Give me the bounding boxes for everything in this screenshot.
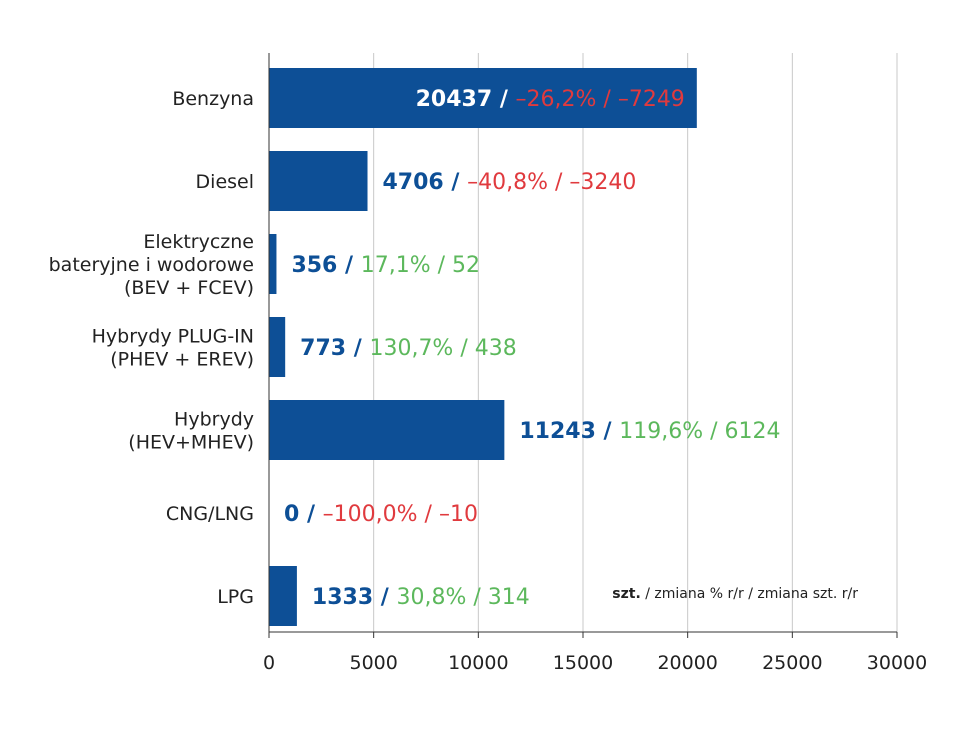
value-label: 1333 / 30,8% / 314 <box>312 585 530 610</box>
bars <box>269 68 697 626</box>
value-label: 773 / 130,7% / 438 <box>300 336 517 361</box>
value-units: 773 / <box>300 336 369 361</box>
category-label-line: Benzyna <box>172 88 254 110</box>
value-change: –100,0% / –10 <box>323 502 478 527</box>
category-labels: Benzyna Diesel Elektryczne bateryjne i wodo… <box>49 88 254 608</box>
x-tick-label: 5000 <box>349 652 397 674</box>
value-change: –40,8% / –3240 <box>467 170 636 195</box>
x-tick-label: 0 <box>263 652 275 674</box>
value-units: 1333 / <box>312 585 397 610</box>
value-label: 0 / –100,0% / –10 <box>284 502 478 527</box>
x-tick-label: 30000 <box>867 652 927 674</box>
category-label: Hybrydy (HEV+MHEV) <box>128 409 254 454</box>
category-label: Diesel <box>196 171 254 193</box>
bar <box>269 68 697 128</box>
category-label: Benzyna <box>172 88 254 110</box>
value-units: 20437 / <box>416 87 516 112</box>
value-units: 356 / <box>291 253 360 278</box>
category-label-line: Diesel <box>196 171 254 193</box>
value-change: 130,7% / 438 <box>369 336 516 361</box>
bar <box>269 317 286 377</box>
legend-rest: / zmiana % r/r / zmiana szt. r/r <box>641 586 858 602</box>
category-label-line: CNG/LNG <box>166 503 254 525</box>
x-tick-label: 10000 <box>448 652 508 674</box>
category-label: Hybrydy PLUG-IN (PHEV + EREV) <box>92 326 254 371</box>
value-change: –26,2% / –7249 <box>516 87 685 112</box>
bar <box>269 151 368 211</box>
value-change: 30,8% / 314 <box>396 585 529 610</box>
bar <box>269 400 505 460</box>
value-label: 20437 / –26,2% / –7249 <box>416 87 685 112</box>
category-label-line: (BEV + FCEV) <box>124 277 254 299</box>
x-tick-label: 20000 <box>657 652 717 674</box>
category-label-line: bateryjne i wodorowe <box>49 254 254 276</box>
legend-units: szt. <box>612 586 641 602</box>
category-label-line: LPG <box>217 586 254 608</box>
value-label: 356 / 17,1% / 52 <box>291 253 480 278</box>
x-tick-label: 25000 <box>762 652 822 674</box>
grid-lines <box>373 53 898 632</box>
category-label-line: Hybrydy <box>174 409 254 431</box>
category-label-line: Elektryczne <box>143 231 254 253</box>
category-label: LPG <box>217 586 254 608</box>
value-units: 0 / <box>284 502 323 527</box>
value-label: 4706 / –40,8% / –3240 <box>383 170 637 195</box>
value-units: 4706 / <box>383 170 468 195</box>
axes: 0 5000 10000 15000 20000 25000 30000 <box>263 53 927 674</box>
value-label: 11243 / 119,6% / 6124 <box>519 419 780 444</box>
category-label-line: (PHEV + EREV) <box>110 349 254 371</box>
value-change: 119,6% / 6124 <box>619 419 780 444</box>
value-labels: 20437 / –26,2% / –7249 4706 / –40,8% / –3… <box>284 87 781 610</box>
legend: szt. / zmiana % r/r / zmiana szt. r/r <box>612 586 858 602</box>
x-tick-label: 15000 <box>553 652 613 674</box>
bar <box>269 234 277 294</box>
category-label: Elektryczne bateryjne i wodorowe (BEV + FC… <box>49 231 254 299</box>
category-label-line: Hybrydy PLUG-IN <box>92 326 254 348</box>
value-change: 17,1% / 52 <box>361 253 480 278</box>
category-label: CNG/LNG <box>166 503 254 525</box>
value-units: 11243 / <box>519 419 619 444</box>
bar <box>269 566 297 626</box>
category-label-line: (HEV+MHEV) <box>128 432 254 454</box>
